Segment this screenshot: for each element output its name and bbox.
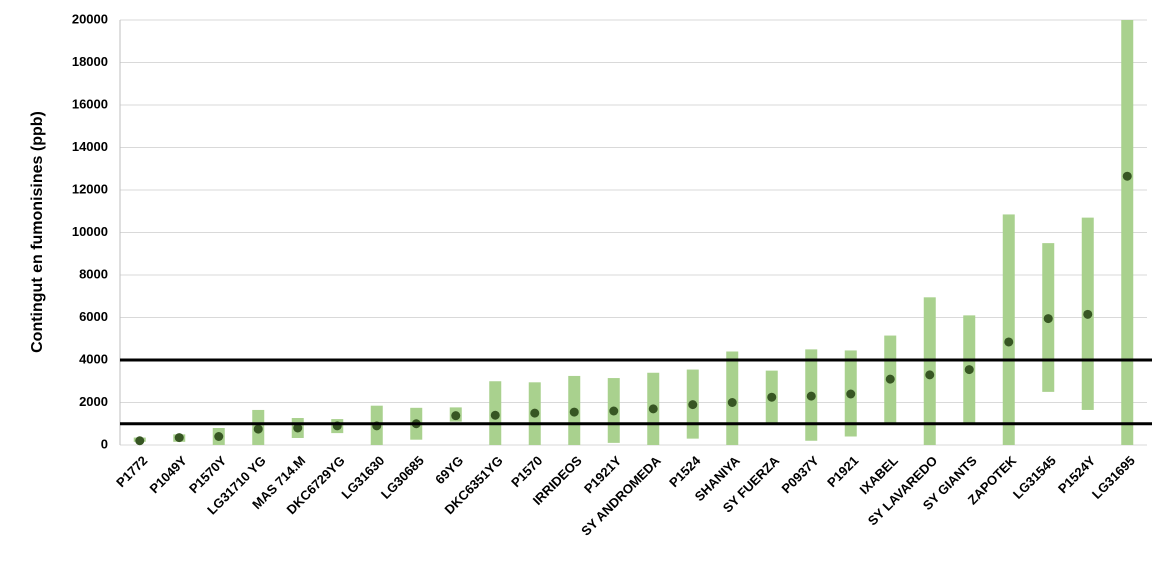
x-tick-label: P0937Y [778, 453, 822, 497]
mean-dot [767, 392, 777, 402]
range-bar [1002, 214, 1015, 445]
x-tick-label: 69YG [432, 453, 466, 487]
x-tick-label: P1772 [113, 453, 150, 490]
y-tick-label: 4000 [79, 351, 108, 366]
y-tick-label: 12000 [72, 181, 108, 196]
mean-dot [1083, 309, 1093, 319]
y-tick-label: 14000 [72, 139, 108, 154]
x-tick-label: LG30685 [378, 453, 427, 502]
mean-dot [609, 406, 619, 416]
y-tick-label: 10000 [72, 224, 108, 239]
y-tick-label: 8000 [79, 266, 108, 281]
y-tick-label: 18000 [72, 54, 108, 69]
x-tick-label: P1570 [508, 453, 545, 490]
mean-dot [925, 370, 935, 380]
mean-dot [885, 374, 895, 384]
mean-dot [293, 423, 303, 433]
mean-dot [253, 424, 263, 434]
mean-dot [727, 398, 737, 407]
mean-dot [1043, 314, 1053, 324]
y-tick-label: 6000 [79, 309, 108, 324]
mean-dot [688, 400, 698, 410]
x-tick-label: P1921 [824, 453, 861, 490]
mean-dot [174, 433, 184, 443]
range-bar [1121, 20, 1134, 445]
mean-dot [569, 407, 579, 417]
mean-dot [530, 408, 540, 418]
mean-dot [1004, 337, 1014, 347]
mean-dot [806, 391, 816, 401]
mean-dot [846, 389, 856, 399]
y-tick-label: 0 [101, 436, 108, 451]
y-tick-label: 16000 [72, 96, 108, 111]
y-tick-label: 2000 [79, 394, 108, 409]
mean-dot [451, 411, 461, 421]
y-tick-label: 20000 [72, 11, 108, 26]
x-tick-label: SY LAVAREDO [865, 453, 940, 528]
x-tick-label: P1524 [666, 452, 704, 490]
mean-dot [135, 436, 145, 446]
y-axis-label: Contingut en fumonisines (ppb) [29, 111, 46, 353]
mean-dot [490, 410, 500, 420]
mean-dot [648, 404, 658, 414]
mean-dot [964, 365, 974, 375]
x-tick-label: P1049Y [146, 453, 190, 497]
mean-dot [1122, 171, 1132, 181]
x-tick-label: LG31695 [1089, 453, 1138, 502]
mean-dot [214, 432, 224, 441]
x-tick-label: LG31545 [1010, 453, 1059, 502]
